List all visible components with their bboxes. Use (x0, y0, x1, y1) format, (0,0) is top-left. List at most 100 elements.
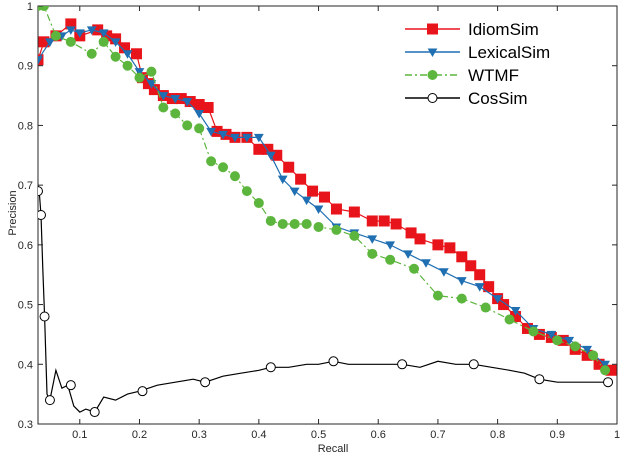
data-point-cossim (65, 380, 76, 391)
data-point-cossim (38, 210, 46, 220)
data-point-idiomsim (307, 185, 319, 197)
data-point-wtmf (349, 230, 360, 241)
data-point-wtmf (170, 108, 181, 119)
data-point-wtmf (504, 314, 515, 325)
data-point-wtmf (600, 365, 611, 376)
series-wtmf (38, 6, 611, 376)
data-point-idiomsim (202, 102, 214, 114)
data-point-idiomsim (456, 251, 468, 263)
y-tick-label: 0.5 (18, 300, 33, 312)
x-tick-label: 0.1 (72, 429, 87, 441)
y-tick-label: 0.6 (18, 240, 33, 252)
data-point-cossim (44, 395, 55, 406)
x-tick-label: 0.6 (371, 429, 386, 441)
data-point-wtmf (158, 102, 169, 113)
data-point-wtmf (253, 198, 264, 209)
data-point-cossim (38, 186, 43, 197)
legend-marker-lexicalsim (427, 48, 438, 58)
data-point-idiomsim (414, 233, 426, 245)
data-point-lexicalsim (313, 205, 324, 215)
data-point-idiomsim (483, 281, 495, 293)
plot-frame (37, 5, 618, 425)
data-point-lexicalsim (510, 307, 521, 316)
data-point-wtmf (289, 218, 300, 229)
data-point-cossim (468, 359, 479, 370)
legend-label-wtmf: WTMF (468, 66, 519, 85)
data-point-wtmf (182, 120, 193, 131)
data-point-lexicalsim (170, 95, 181, 104)
x-axis-title: Recall (318, 443, 349, 455)
data-point-lexicalsim (289, 187, 300, 197)
y-tick-label: 0.8 (18, 120, 33, 132)
data-point-lexicalsim (194, 109, 205, 119)
data-point-wtmf (456, 293, 467, 304)
y-tick-label: 0.4 (18, 359, 33, 371)
data-point-wtmf (331, 224, 342, 235)
data-point-wtmf (432, 290, 443, 301)
legend-marker-idiomsim (427, 23, 438, 35)
series-lexicalsim (38, 26, 610, 370)
data-point-lexicalsim (301, 196, 312, 206)
data-point-wtmf (385, 254, 396, 265)
data-point-lexicalsim (86, 26, 97, 35)
data-point-idiomsim (378, 215, 390, 227)
x-tick-label: 0.3 (192, 429, 207, 441)
x-tick-label: 0.9 (550, 429, 565, 441)
y-tick-label: 0.9 (18, 61, 33, 73)
legend-item-cossim: CosSim (405, 89, 528, 108)
data-point-wtmf (86, 48, 97, 59)
data-point-cossim (534, 374, 545, 385)
data-point-lexicalsim (206, 127, 216, 137)
data-point-idiomsim (295, 173, 307, 185)
data-point-lexicalsim (74, 29, 85, 38)
data-point-lexicalsim (546, 330, 557, 340)
data-point-cossim (39, 311, 50, 322)
data-point-wtmf (194, 123, 205, 134)
series-layer (38, 6, 617, 418)
data-point-wtmf (367, 248, 378, 259)
legend-marker-cossim (427, 93, 438, 103)
data-point-lexicalsim (38, 56, 43, 65)
data-point-lexicalsim (134, 68, 145, 77)
data-point-wtmf (409, 263, 420, 274)
legend-label-lexicalsim: LexicalSim (468, 43, 550, 62)
data-point-wtmf (241, 186, 252, 197)
legend-label-idiomsim: IdiomSim (468, 20, 539, 39)
data-point-wtmf (570, 341, 581, 352)
legend: IdiomSim LexicalSim WTMF CosSim (405, 20, 550, 108)
data-point-lexicalsim (492, 295, 503, 304)
data-point-cossim (603, 377, 614, 388)
data-point-idiomsim (390, 218, 402, 230)
data-point-lexicalsim (564, 336, 575, 346)
x-tick-label: 0.8 (490, 429, 505, 441)
x-tick-label: 0.5 (311, 429, 326, 441)
data-point-wtmf (206, 156, 217, 167)
data-point-lexicalsim (110, 38, 121, 47)
data-point-lexicalsim (218, 130, 228, 140)
data-point-lexicalsim (65, 26, 76, 35)
data-point-wtmf (110, 51, 121, 62)
data-point-wtmf (98, 36, 109, 47)
data-point-idiomsim (498, 299, 510, 311)
data-point-lexicalsim (158, 92, 169, 101)
y-tick-label: 0.3 (18, 419, 33, 431)
data-point-wtmf (122, 60, 133, 71)
data-point-idiomsim (148, 84, 160, 96)
data-point-cossim (265, 362, 276, 373)
data-point-lexicalsim (582, 345, 593, 355)
data-point-lexicalsim (45, 38, 55, 47)
legend-item-lexicalsim: LexicalSim (405, 43, 550, 62)
data-point-wtmf (146, 66, 157, 77)
data-point-wtmf (218, 162, 229, 173)
series-line-cossim (38, 184, 608, 413)
data-point-idiomsim (130, 48, 142, 60)
data-point-wtmf (480, 302, 491, 313)
data-point-wtmf (229, 171, 240, 182)
data-point-wtmf (313, 221, 324, 232)
data-point-lexicalsim (421, 259, 431, 268)
data-point-idiomsim (432, 239, 444, 251)
plot-area (37, 5, 618, 425)
data-point-lexicalsim (439, 268, 449, 277)
data-point-cossim (328, 356, 339, 367)
